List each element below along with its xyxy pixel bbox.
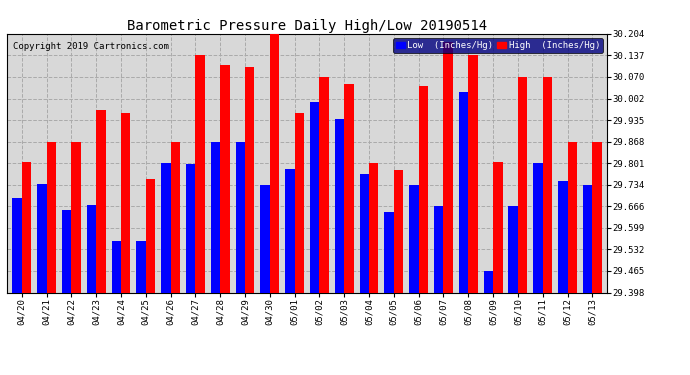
Bar xyxy=(220,64,230,292)
Bar xyxy=(369,164,379,292)
Bar xyxy=(22,162,31,292)
Bar xyxy=(469,55,477,292)
Bar xyxy=(518,77,527,292)
Bar xyxy=(121,113,130,292)
Title: Barometric Pressure Daily High/Low 20190514: Barometric Pressure Daily High/Low 20190… xyxy=(127,19,487,33)
Bar xyxy=(161,164,170,292)
Bar xyxy=(96,110,106,292)
Bar xyxy=(533,164,543,292)
Bar xyxy=(543,77,552,292)
Bar xyxy=(170,142,180,292)
Bar xyxy=(235,142,245,292)
Bar xyxy=(409,184,419,292)
Bar xyxy=(245,67,255,292)
Bar xyxy=(310,102,319,292)
Bar xyxy=(12,198,22,292)
Bar xyxy=(344,84,354,292)
Bar xyxy=(37,184,47,292)
Bar xyxy=(71,142,81,292)
Bar xyxy=(112,242,121,292)
Bar xyxy=(137,242,146,292)
Bar xyxy=(260,184,270,292)
Bar xyxy=(484,271,493,292)
Bar xyxy=(359,174,369,292)
Bar xyxy=(444,42,453,292)
Bar xyxy=(567,142,577,292)
Bar xyxy=(211,142,220,292)
Bar xyxy=(592,142,602,292)
Bar xyxy=(285,169,295,292)
Bar xyxy=(186,164,195,292)
Bar xyxy=(146,180,155,292)
Legend: Low  (Inches/Hg), High  (Inches/Hg): Low (Inches/Hg), High (Inches/Hg) xyxy=(393,38,602,53)
Bar xyxy=(47,142,56,292)
Bar xyxy=(295,113,304,292)
Bar xyxy=(419,86,428,292)
Bar xyxy=(434,206,444,292)
Bar xyxy=(493,162,502,292)
Bar xyxy=(195,55,205,292)
Bar xyxy=(459,92,469,292)
Bar xyxy=(62,210,71,292)
Bar xyxy=(394,170,403,292)
Text: Copyright 2019 Cartronics.com: Copyright 2019 Cartronics.com xyxy=(13,42,169,51)
Bar xyxy=(384,211,394,292)
Bar xyxy=(319,77,329,292)
Bar xyxy=(87,204,96,292)
Bar xyxy=(270,34,279,292)
Bar xyxy=(335,120,344,292)
Bar xyxy=(558,181,567,292)
Bar xyxy=(509,206,518,292)
Bar xyxy=(583,184,592,292)
